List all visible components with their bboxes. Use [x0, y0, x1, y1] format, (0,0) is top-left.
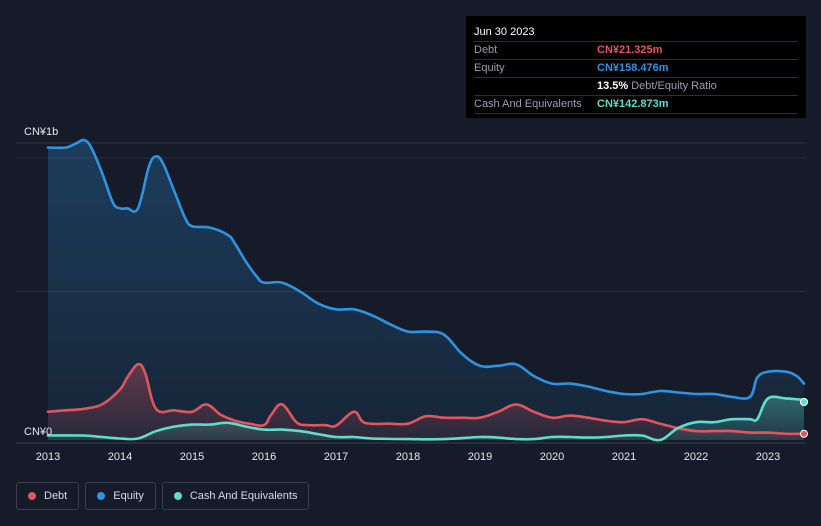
end-marker-cash-and-equivalents	[800, 397, 808, 406]
tooltip-debt-row: Debt CN¥21.325m	[474, 41, 798, 59]
legend-dot-equity	[97, 492, 106, 500]
tooltip-cash-row: Cash And Equivalents CN¥142.873m	[474, 95, 798, 114]
tooltip-ratio-row: 13.5% Debt/Equity Ratio	[474, 77, 798, 95]
x-tick-label: 2013	[36, 451, 60, 463]
end-marker-debt	[800, 429, 808, 438]
series-line-equity	[46, 138, 806, 400]
area-cash-and-equivalents	[48, 396, 804, 441]
legend-dot-debt	[28, 492, 36, 500]
legend-item-debt[interactable]: Debt	[16, 482, 80, 510]
x-tick-label: 2022	[684, 451, 708, 463]
tooltip-equity-value: CN¥158.476m	[597, 62, 669, 74]
tooltip-ratio-label: Debt/Equity Ratio	[631, 80, 717, 92]
tooltip-equity-row: Equity CN¥158.476m	[474, 59, 798, 77]
y-tick-label: CN¥0	[24, 426, 52, 438]
x-tick-label: 2016	[252, 451, 276, 463]
x-tick-label: 2017	[324, 451, 348, 463]
tooltip-cash-value: CN¥142.873m	[597, 98, 669, 110]
tooltip-debt-value: CN¥21.325m	[597, 44, 663, 56]
x-tick-label: 2018	[396, 451, 420, 463]
area-equity	[48, 139, 804, 440]
y-tick-label: CN¥1b	[24, 126, 58, 138]
legend-label-debt: Debt	[44, 490, 68, 502]
tooltip-cash-label: Cash And Equivalents	[474, 98, 582, 110]
x-tick-label: 2021	[612, 451, 636, 463]
legend-item-equity[interactable]: Equity	[85, 482, 156, 510]
x-tick-label: 2014	[108, 451, 132, 463]
legend-item-cash[interactable]: Cash And Equivalents	[161, 482, 310, 510]
tooltip-panel: Jun 30 2023 Debt CN¥21.325m Equity CN¥15…	[466, 16, 806, 118]
series-line-debt	[46, 362, 806, 436]
x-tick-label: 2020	[540, 451, 564, 463]
legend-dot-cash	[173, 492, 182, 500]
tooltip-equity-label: Equity	[474, 62, 505, 74]
tooltip-date: Jun 30 2023	[474, 26, 535, 38]
series-line-cash-and-equivalents	[46, 395, 806, 442]
x-tick-label: 2015	[180, 451, 204, 463]
x-tick-label: 2023	[756, 451, 780, 463]
tooltip-ratio-value: 13.5%	[597, 80, 629, 92]
legend: Debt Equity Cash And Equivalents	[16, 482, 315, 510]
legend-label-cash: Cash And Equivalents	[189, 490, 298, 502]
legend-label-equity: Equity	[113, 490, 144, 502]
x-tick-label: 2019	[468, 451, 492, 463]
tooltip-debt-label: Debt	[474, 44, 498, 56]
